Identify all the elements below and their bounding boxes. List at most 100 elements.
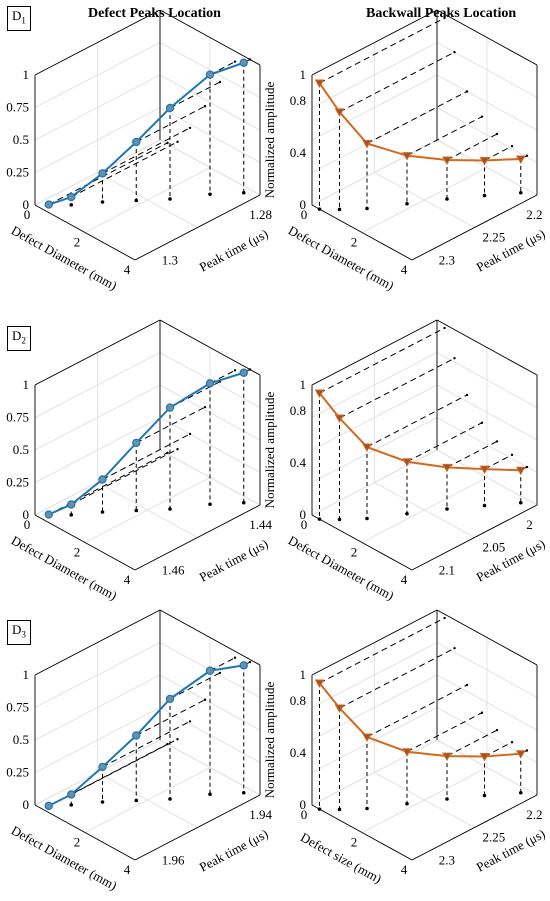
floor-point [405,801,409,806]
floor-point [168,197,172,201]
back-projection-line [71,448,178,505]
back-point [453,647,456,650]
z-tick-label: 0.8 [290,693,306,708]
x-tick-label: 4 [124,862,131,877]
data-point [165,103,175,113]
box-edge [34,9,161,76]
x-tick-label: 4 [401,572,408,587]
floor-point [168,797,172,801]
back-projection-line [406,712,483,753]
x-axis [34,804,136,861]
floor-point [69,513,74,517]
data-point [44,510,53,519]
back-projection-line [366,91,468,144]
z-tick-label: 0 [23,507,30,522]
z-tick-label: 0 [300,197,307,212]
title-defect-peaks: Defect Peaks Location [88,6,221,21]
floor-point [518,790,523,795]
y-tick-label: 2.25 [483,830,506,845]
data-point [515,155,526,164]
x-axis-title: Defect Diameter (mm) [286,223,397,294]
floor-point [317,517,322,521]
y-axis [411,794,538,861]
data-point [362,140,372,149]
x-tick-label: 0 [24,207,31,222]
z-tick-label: 1 [300,67,307,82]
floor-point [100,200,105,204]
data-point [442,156,452,166]
back-point [166,451,169,455]
box-edge [159,9,261,66]
data-point [239,58,248,67]
series-line [48,371,245,516]
chart-panel-6: 0 0.4 0.8 1 0 2 4 2.3 2.25 2.2 Normalized amplitud… [262,609,548,886]
floor-point [317,807,322,811]
x-axis [311,204,413,261]
data-point [239,368,248,377]
series-line [318,682,521,758]
row-label-d2: D2 [7,326,31,351]
back-point [510,144,514,148]
box-edge [311,319,438,386]
back-point [453,357,456,360]
y-tick-label: 1.96 [162,852,185,867]
back-point [233,60,237,63]
z-axis-title: Normalized amplitude [262,681,277,798]
grid-line [436,139,538,196]
x-axis-title: Defect Diameter (mm) [9,223,120,294]
box-edge [34,319,161,386]
x-tick-label: 0 [301,207,308,222]
back-projection-line [406,422,483,463]
back-projection-line [319,327,445,394]
floor-point [100,510,105,514]
z-tick-label: 1 [23,667,30,682]
box-edge [159,319,261,376]
floor-point [405,201,409,206]
back-point [510,741,514,744]
box-edge [311,609,438,676]
back-projection-line [136,105,206,143]
data-point [334,108,345,117]
floor-point [241,500,246,505]
back-point [248,58,252,61]
back-point [203,698,207,701]
series-line [48,664,244,807]
data-point [165,403,175,412]
x-axis [34,514,136,571]
floor-point [337,207,342,212]
back-projection-line [136,699,206,736]
floor-point [337,517,342,522]
floor-point [134,198,139,203]
grid-line [436,739,538,796]
y-tick-label: 1.94 [249,807,272,822]
back-point [510,453,514,457]
back-projection-line [209,657,236,672]
grid-line [374,772,475,828]
y-tick-label: 2.25 [483,230,506,245]
box-edge [34,609,161,676]
back-point [443,616,446,620]
back-projection-line [339,51,455,113]
back-point [248,368,252,371]
back-point [525,465,529,469]
floor-point [365,806,369,811]
z-tick-label: 0.5 [13,132,29,147]
floor-point [241,190,246,195]
data-point [334,414,345,424]
back-projection-line [366,684,468,738]
back-point [443,16,446,20]
back-point [248,660,252,664]
x-tick-label: 0 [24,517,31,532]
back-point [525,749,529,752]
x-tick-label: 2 [74,835,81,850]
data-point [402,458,412,467]
back-point [203,405,207,409]
floor-point [518,500,523,505]
back-point [480,115,484,118]
back-point [525,154,529,157]
z-tick-label: 0.75 [6,700,29,715]
back-point [480,421,484,424]
back-projection-line [319,17,445,84]
